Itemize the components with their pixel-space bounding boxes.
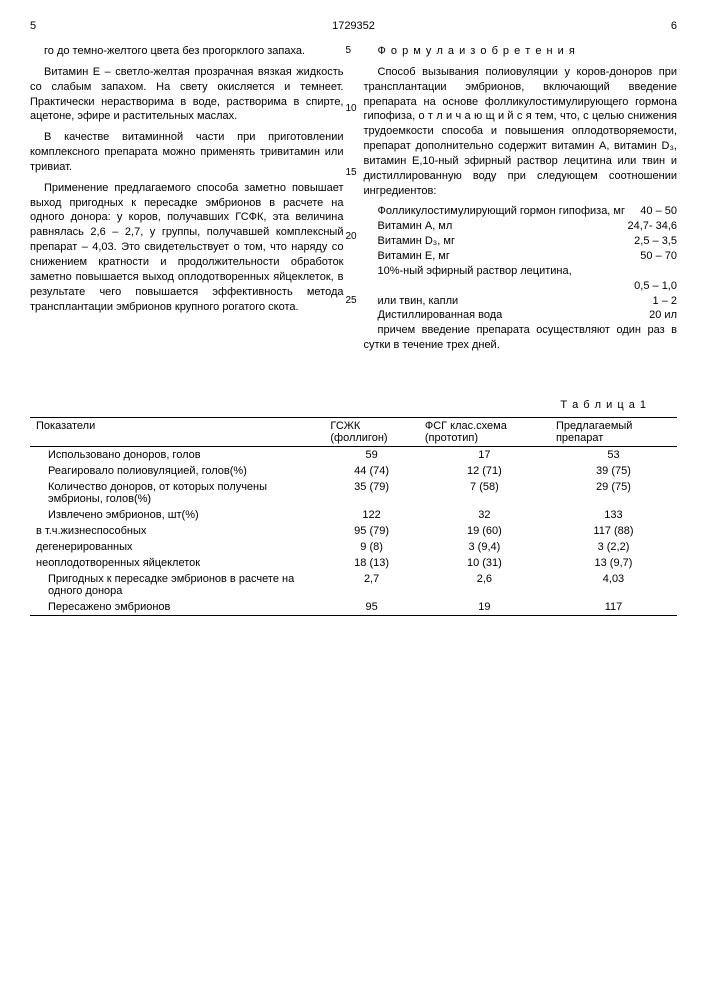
table-row: Извлечено эмбрионов, шт(%)12232133	[30, 507, 677, 523]
cell: 18 (13)	[324, 555, 418, 571]
ing-name: Фолликулостимулирующий гормон гипофиза, …	[378, 204, 626, 219]
ing-val: 20 ил	[649, 308, 677, 323]
page-num-left: 5	[30, 20, 36, 32]
ingredient-row: 0,5 – 1,0	[364, 279, 678, 294]
ing-val: 2,5 – 3,5	[634, 234, 677, 249]
line-mark: 5	[346, 44, 352, 58]
para: причем введение препарата осуществляют о…	[364, 323, 678, 353]
line-mark: 20	[346, 230, 357, 244]
cell: 12 (71)	[419, 463, 550, 479]
ingredient-row: Витамин E, мг 50 – 70	[364, 249, 678, 264]
row-label: Реагировало полиовуляцией, голов(%)	[30, 463, 324, 479]
cell: 117 (88)	[550, 523, 677, 539]
cell: 4,03	[550, 571, 677, 599]
table-body: Использовано доноров, голов591753 Реагир…	[30, 446, 677, 615]
ing-name: или твин, капли	[378, 294, 459, 309]
cell: 117	[550, 599, 677, 616]
cell: 19 (60)	[419, 523, 550, 539]
table-row: Пересажено эмбрионов9519117	[30, 599, 677, 616]
patent-number: 1729352	[332, 20, 375, 32]
col-header: ФСГ клас.схема (прототип)	[419, 417, 550, 446]
ing-val: 1 – 2	[653, 294, 677, 309]
cell: 9 (8)	[324, 539, 418, 555]
data-table: Показатели ГСЖК (фоллигон) ФСГ клас.схем…	[30, 417, 677, 616]
text-columns: го до темно-желтого цвета без прогорклог…	[30, 44, 677, 359]
page-header: 5 1729352 6	[30, 20, 677, 32]
cell: 32	[419, 507, 550, 523]
row-label: неоплодотворенных яйцеклеток	[30, 555, 324, 571]
table-row: Реагировало полиовуляцией, голов(%)44 (7…	[30, 463, 677, 479]
ingredient-row: Дистиллированная вода 20 ил	[364, 308, 678, 323]
cell: 95	[324, 599, 418, 616]
row-label: Пересажено эмбрионов	[30, 599, 324, 616]
table-row: Количество доноров, от которых получены …	[30, 479, 677, 507]
table-row: в т.ч.жизнеспособных95 (79)19 (60)117 (8…	[30, 523, 677, 539]
ing-val: 24,7- 34,6	[627, 219, 677, 234]
cell: 53	[550, 446, 677, 463]
ingredient-row: Фолликулостимулирующий гормон гипофиза, …	[364, 204, 678, 219]
para: В качестве витаминной части при приготов…	[30, 130, 344, 175]
para: Способ вызывания полиовуляции у коров-до…	[364, 65, 678, 199]
cell: 17	[419, 446, 550, 463]
cell: 2,7	[324, 571, 418, 599]
cell: 95 (79)	[324, 523, 418, 539]
ing-val: 0,5 – 1,0	[634, 279, 677, 294]
cell: 19	[419, 599, 550, 616]
cell: 7 (58)	[419, 479, 550, 507]
row-label: в т.ч.жизнеспособных	[30, 523, 324, 539]
line-mark: 10	[346, 102, 357, 116]
left-column: го до темно-желтого цвета без прогорклог…	[30, 44, 344, 359]
ing-name: Витамин E, мг	[378, 249, 450, 264]
ing-name: 10%-ный эфирный раствор лецитина,	[378, 264, 572, 279]
col-header: Предлагаемый препарат	[550, 417, 677, 446]
cell: 29 (75)	[550, 479, 677, 507]
cell: 3 (2,2)	[550, 539, 677, 555]
cell: 3 (9,4)	[419, 539, 550, 555]
ingredient-row: Витамин A, мл 24,7- 34,6	[364, 219, 678, 234]
cell: 39 (75)	[550, 463, 677, 479]
formula-title: Ф о р м у л а и з о б р е т е н и я	[364, 44, 678, 59]
cell: 2,6	[419, 571, 550, 599]
table-row: Использовано доноров, голов591753	[30, 446, 677, 463]
table-header-row: Показатели ГСЖК (фоллигон) ФСГ клас.схем…	[30, 417, 677, 446]
cell: 13 (9,7)	[550, 555, 677, 571]
line-mark: 25	[346, 294, 357, 308]
table-row: неоплодотворенных яйцеклеток18 (13)10 (3…	[30, 555, 677, 571]
ing-val: 40 – 50	[640, 204, 677, 219]
ingredient-row: Витамин D₃, мг 2,5 – 3,5	[364, 234, 678, 249]
cell: 133	[550, 507, 677, 523]
ing-val: 50 – 70	[640, 249, 677, 264]
para: го до темно-желтого цвета без прогорклог…	[30, 44, 344, 59]
ing-name: Витамин A, мл	[378, 219, 453, 234]
table-row: дегенерированных9 (8)3 (9,4)3 (2,2)	[30, 539, 677, 555]
ing-name: Дистиллированная вода	[378, 308, 503, 323]
row-label: дегенерированных	[30, 539, 324, 555]
table-row: Пригодных к пересадке эмбрионов в расчет…	[30, 571, 677, 599]
row-label: Использовано доноров, голов	[30, 446, 324, 463]
ingredients-list: Фолликулостимулирующий гормон гипофиза, …	[364, 204, 678, 323]
ing-name: Витамин D₃, мг	[378, 234, 455, 249]
col-header: Показатели	[30, 417, 324, 446]
col-header: ГСЖК (фоллигон)	[324, 417, 418, 446]
para: Витамин E – светло-желтая прозрачная вяз…	[30, 65, 344, 124]
ingredient-row: или твин, капли 1 – 2	[364, 294, 678, 309]
line-mark: 15	[346, 166, 357, 180]
cell: 59	[324, 446, 418, 463]
page-num-right: 6	[671, 20, 677, 32]
table-title: Т а б л и ц а 1	[30, 399, 647, 411]
cell: 44 (74)	[324, 463, 418, 479]
cell: 122	[324, 507, 418, 523]
row-label: Пригодных к пересадке эмбрионов в расчет…	[30, 571, 324, 599]
row-label: Извлечено эмбрионов, шт(%)	[30, 507, 324, 523]
cell: 35 (79)	[324, 479, 418, 507]
ingredient-row: 10%-ный эфирный раствор лецитина,	[364, 264, 678, 279]
para: Применение предлагаемого способа заметно…	[30, 181, 344, 315]
right-column: 5 10 15 20 25 Ф о р м у л а и з о б р е …	[364, 44, 678, 359]
cell: 10 (31)	[419, 555, 550, 571]
row-label: Количество доноров, от которых получены …	[30, 479, 324, 507]
